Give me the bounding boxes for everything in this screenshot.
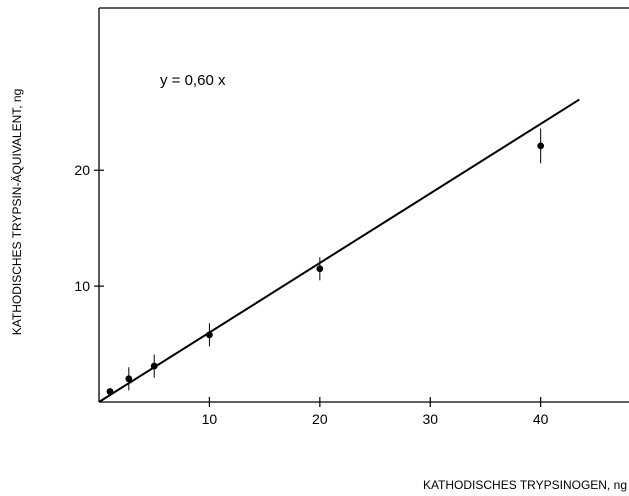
data-points xyxy=(106,128,545,395)
y-tick-label: 20 xyxy=(74,162,90,178)
data-point xyxy=(206,331,213,339)
axis-ticks: 10 20 30 40 10 20 xyxy=(74,162,548,427)
equation-annotation: y = 0,60 x xyxy=(160,72,226,89)
x-tick-label: 40 xyxy=(533,411,549,427)
x-tick-label: 20 xyxy=(312,411,328,427)
fit-line xyxy=(98,98,580,403)
y-tick-label: 10 xyxy=(74,278,90,294)
x-tick-label: 30 xyxy=(422,411,438,427)
data-point xyxy=(125,375,133,383)
y-axis-label: KATHODISCHES TRYPSIN-ÄQUIVALENT, ng xyxy=(10,89,24,336)
data-point xyxy=(106,388,114,395)
x-axis-label: KATHODISCHES TRYPSINOGEN, ng xyxy=(423,478,627,492)
fit-line-group xyxy=(98,98,580,403)
data-point xyxy=(537,142,545,150)
data-point xyxy=(316,265,324,273)
axes xyxy=(98,7,629,403)
x-tick-label: 10 xyxy=(202,411,218,427)
data-point xyxy=(150,362,158,370)
